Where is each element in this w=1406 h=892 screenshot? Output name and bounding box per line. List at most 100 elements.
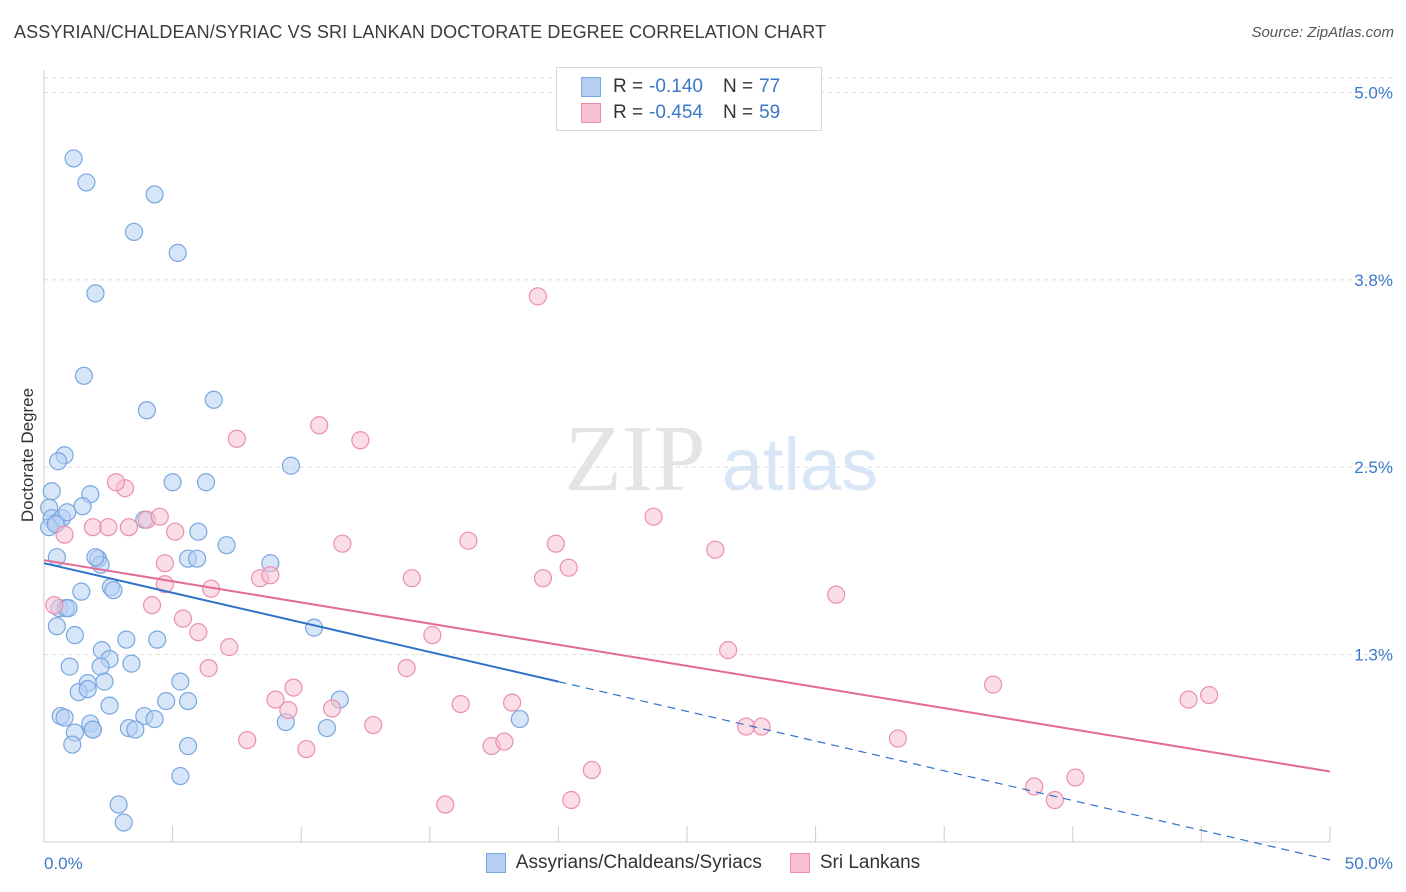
x-tick-label: 0.0% [44,854,83,873]
assyrian-point [145,709,164,729]
watermark-zip: ZIP [565,407,706,511]
assyrian-point [189,522,208,541]
assyrian-point [42,482,61,501]
assyrian-point [124,222,144,241]
r-label: R = [613,102,644,123]
y-axis-label: Doctorate Degree [18,388,37,522]
srilankan-point [644,507,663,526]
srilankan-point [322,699,342,718]
srilankan-point [45,596,64,615]
legend-row-assyrian: R = -0.140 N = 77 [581,75,780,99]
n-value: 77 [759,76,781,97]
srilankan-point [402,569,421,588]
assyrian-point [171,672,190,691]
srilankan-point [279,700,298,720]
r-label: R = [613,76,644,97]
watermark: ZIP atlas [565,407,879,511]
assyrian-point [47,617,66,636]
assyrian-point [281,456,301,475]
srilankan-point [495,732,514,751]
assyrian-point [122,654,141,673]
assyrian-point [91,657,110,676]
srilankan-point [142,596,162,615]
assyrian-point [63,735,82,754]
srilankan-point [562,790,581,810]
assyrian-point [168,243,187,262]
srilankan-point [1179,690,1198,709]
points-layer [40,149,1219,832]
assyrian-trend-extension [558,681,1331,861]
assyrian-point [95,672,114,691]
assyrian-point [64,149,83,168]
legend-item-srilankan[interactable]: Sri Lankans [789,852,920,874]
y-tick-label: 5.0% [1354,83,1393,102]
legend-swatch-pink [789,853,810,873]
srilankan-point [528,287,547,306]
srilankan-point [189,623,208,642]
assyrian-point [510,709,529,729]
srilankan-point [827,585,846,604]
srilankan-point [333,534,352,553]
srilankan-point [888,729,908,748]
r-value: -0.454 [649,102,703,123]
legend-row-srilankan: R = -0.454 N = 59 [581,101,780,125]
srilankan-point [284,678,303,697]
srilankan-point [227,429,246,448]
srilankan-point [983,675,1003,694]
assyrian-point [157,691,176,711]
assyrian-point [86,548,105,567]
y-tick-label: 3.8% [1354,271,1393,290]
srilankan-point [166,522,185,541]
trend-layer [43,559,1331,861]
srilankan-point [546,534,565,553]
srilankan-point [451,694,470,714]
n-label: N = [722,76,754,97]
n-value: 59 [759,102,781,123]
assyrian-point [77,173,96,192]
srilankan-point [106,473,126,492]
assyrian-point [55,708,74,727]
y-tick-label: 2.5% [1354,458,1393,477]
assyrian-point [137,401,156,420]
legend-swatch-pink [581,103,601,123]
assyrian-point [187,549,207,568]
assyrian-point [196,473,216,492]
assyrian-point [72,582,91,601]
srilankan-point [199,659,218,678]
y-tick-label: 1.3% [1354,646,1393,665]
axis-layer [43,70,1331,843]
srilankan-point [119,518,138,537]
srilankan-point [1066,768,1085,787]
assyrian-point [317,718,337,738]
srilankan-point [155,554,174,573]
assyrian-point [74,366,93,385]
grid-layer [44,77,1392,656]
srilankan-point [706,540,725,559]
watermark-atlas: atlas [722,423,878,506]
series-legend: Assyrians/Chaldeans/Syriacs Sri Lankans [0,852,1406,874]
srilankan-point [503,693,522,712]
srilankan-point [423,626,442,645]
assyrian-point [114,813,133,832]
srilankan-point [1045,790,1064,810]
label-layer: 1.3% 2.5% 3.8% 5.0% 0.0% 50.0% [44,83,1393,873]
n-label: N = [722,102,754,123]
assyrian-point [78,679,97,699]
assyrian-point [100,696,119,715]
srilankan-point [173,609,192,628]
srilankan-point [397,659,416,678]
assyrian-point [145,185,164,204]
legend-item-assyrian[interactable]: Assyrians/Chaldeans/Syriacs [485,852,762,874]
chart-title: ASSYRIAN/CHALDEAN/SYRIAC VS SRI LANKAN D… [14,22,827,42]
srilankan-point [459,531,478,550]
srilankan-point [533,569,553,588]
assyrian-point [86,284,105,303]
srilankan-point [297,739,316,759]
srilankan-point [1025,777,1044,796]
srilankan-point [310,416,329,435]
srilankan-point [238,730,257,750]
assyrian-point [178,736,198,756]
srilankan-point [436,795,455,814]
srilankan-point [582,760,601,780]
